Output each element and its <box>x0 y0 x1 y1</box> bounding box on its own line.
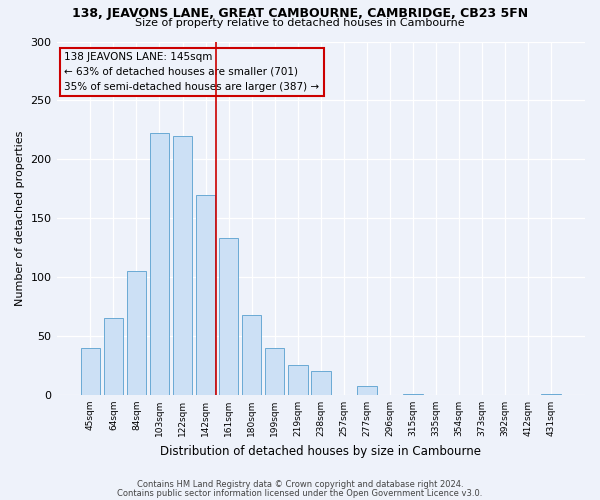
Text: Contains public sector information licensed under the Open Government Licence v3: Contains public sector information licen… <box>118 488 482 498</box>
X-axis label: Distribution of detached houses by size in Cambourne: Distribution of detached houses by size … <box>160 444 481 458</box>
Bar <box>403 394 423 395</box>
Bar <box>357 386 377 395</box>
Text: 138, JEAVONS LANE, GREAT CAMBOURNE, CAMBRIDGE, CB23 5FN: 138, JEAVONS LANE, GREAT CAMBOURNE, CAMB… <box>72 8 528 20</box>
Bar <box>288 366 308 395</box>
Bar <box>311 372 331 395</box>
Bar <box>149 134 169 395</box>
Bar <box>127 271 146 395</box>
Bar <box>173 136 193 395</box>
Bar <box>242 315 262 395</box>
Text: Size of property relative to detached houses in Cambourne: Size of property relative to detached ho… <box>135 18 465 28</box>
Text: 138 JEAVONS LANE: 145sqm
← 63% of detached houses are smaller (701)
35% of semi-: 138 JEAVONS LANE: 145sqm ← 63% of detach… <box>64 52 320 92</box>
Bar <box>196 194 215 395</box>
Y-axis label: Number of detached properties: Number of detached properties <box>15 130 25 306</box>
Bar <box>219 238 238 395</box>
Text: Contains HM Land Registry data © Crown copyright and database right 2024.: Contains HM Land Registry data © Crown c… <box>137 480 463 489</box>
Bar <box>541 394 561 395</box>
Bar <box>265 348 284 395</box>
Bar <box>80 348 100 395</box>
Bar <box>104 318 123 395</box>
